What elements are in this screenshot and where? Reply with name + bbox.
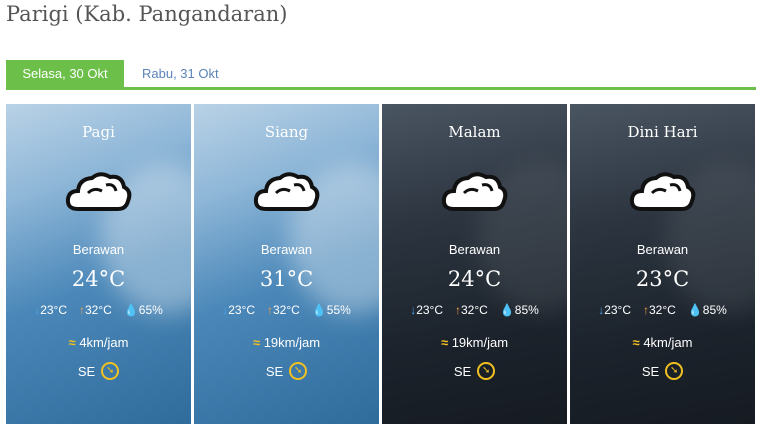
- period-label: Pagi: [82, 123, 115, 141]
- forecast-card: Dini Hari Berawan 23°C ↓23°C ↑32°C 💧85% …: [570, 104, 755, 424]
- arrow-up-icon: ↑: [643, 303, 649, 317]
- compass-arrow-icon: ➘: [289, 362, 308, 380]
- temperature: 24°C: [71, 267, 126, 291]
- min-temp: ↓23°C: [34, 303, 67, 317]
- forecast-card: Siang Berawan 31°C ↓23°C ↑32°C 💧55% ≈ 19…: [194, 104, 379, 424]
- arrow-down-icon: ↓: [222, 303, 229, 317]
- humidity: 💧55%: [311, 303, 351, 317]
- cloud-icon: [441, 172, 507, 211]
- max-temp: ↑32°C: [455, 303, 488, 317]
- wind-direction: SE ➘: [382, 362, 567, 380]
- condition: Berawan: [260, 242, 313, 257]
- humidity: 💧85%: [687, 303, 727, 317]
- arrow-up-icon: ↑: [455, 303, 461, 317]
- period-label: Siang: [264, 123, 309, 141]
- period-label: Dini Hari: [627, 123, 698, 141]
- arrow-down-icon: ↓: [34, 303, 41, 317]
- compass-arrow-icon: ➘: [477, 362, 496, 380]
- page-title: Parigi (Kab. Pangandaran): [6, 2, 288, 26]
- min-temp: ↓23°C: [410, 303, 443, 317]
- temperature: 31°C: [259, 267, 314, 291]
- day-tabs: Selasa, 30 Okt Rabu, 31 Okt: [6, 60, 756, 90]
- cloud-icon: [65, 172, 131, 211]
- arrow-up-icon: ↑: [79, 303, 85, 317]
- max-temp: ↑32°C: [643, 303, 676, 317]
- wind-speed: ≈ 19km/jam: [440, 335, 509, 350]
- max-temp: ↑32°C: [79, 303, 112, 317]
- water-drop-icon: 💧: [499, 303, 515, 317]
- arrow-down-icon: ↓: [410, 303, 417, 317]
- compass-arrow-icon: ➘: [101, 362, 120, 380]
- water-drop-icon: 💧: [687, 303, 703, 317]
- forecast-card: Malam Berawan 24°C ↓23°C ↑32°C 💧85% ≈ 19…: [382, 104, 567, 424]
- max-temp: ↑32°C: [267, 303, 300, 317]
- arrow-up-icon: ↑: [267, 303, 273, 317]
- wind-speed: ≈ 4km/jam: [632, 335, 693, 350]
- tab-rabu[interactable]: Rabu, 31 Okt: [142, 66, 219, 81]
- wind-speed: ≈ 4km/jam: [68, 335, 129, 350]
- wind-icon: ≈: [632, 335, 640, 350]
- cloud-icon: [253, 172, 319, 211]
- wind-icon: ≈: [68, 335, 76, 350]
- min-temp: ↓23°C: [598, 303, 631, 317]
- wind-direction: SE ➘: [194, 362, 379, 380]
- tab-selasa[interactable]: Selasa, 30 Okt: [6, 60, 124, 87]
- wind-speed: ≈ 19km/jam: [252, 335, 321, 350]
- water-drop-icon: 💧: [123, 303, 139, 317]
- wind-icon: ≈: [440, 335, 449, 350]
- wind-direction: SE ➘: [6, 362, 191, 380]
- forecast-card: Pagi Berawan 24°C ↓23°C ↑32°C 💧65% ≈ 4km…: [6, 104, 191, 424]
- water-drop-icon: 💧: [311, 303, 327, 317]
- condition: Berawan: [448, 242, 501, 257]
- min-temp: ↓23°C: [222, 303, 255, 317]
- cloud-icon: [629, 172, 695, 211]
- wind-icon: ≈: [252, 335, 261, 350]
- arrow-down-icon: ↓: [598, 303, 605, 317]
- temperature: 23°C: [635, 267, 690, 291]
- compass-arrow-icon: ➘: [665, 362, 684, 380]
- period-label: Malam: [448, 123, 501, 141]
- humidity: 💧85%: [499, 303, 539, 317]
- humidity: 💧65%: [123, 303, 163, 317]
- condition: Berawan: [636, 242, 689, 257]
- temperature: 24°C: [447, 267, 502, 291]
- condition: Berawan: [72, 242, 125, 257]
- wind-direction: SE ➘: [570, 362, 755, 380]
